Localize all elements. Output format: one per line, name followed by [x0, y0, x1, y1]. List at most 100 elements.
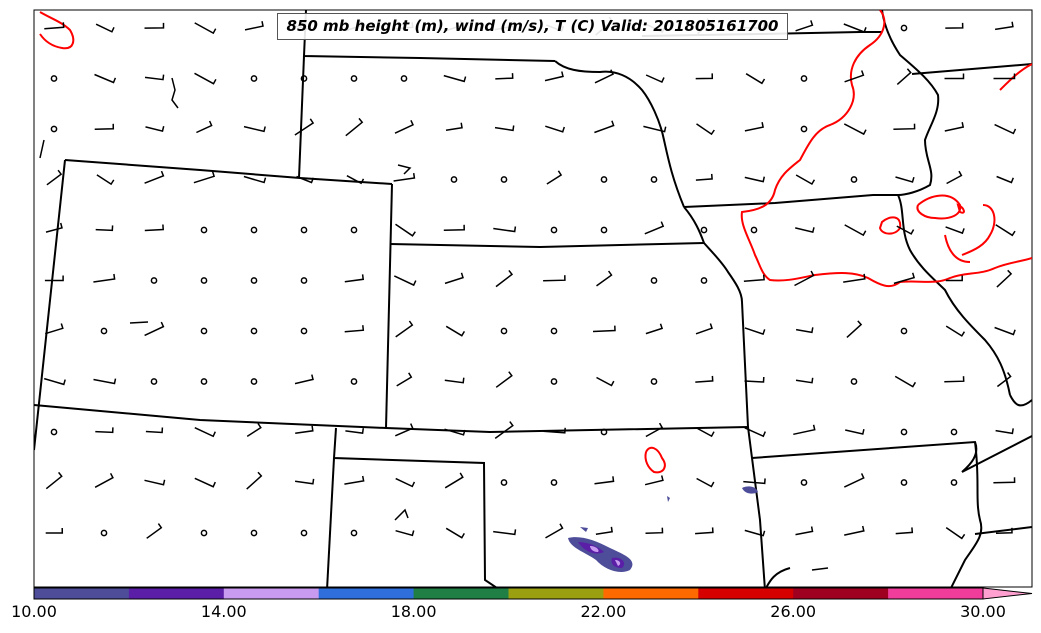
- colorbar-bin: [223, 588, 320, 599]
- wind-barb-icon: [844, 70, 865, 83]
- wind-barb-icon: [794, 270, 815, 287]
- wind-barb-icon: [895, 527, 914, 535]
- wind-barb-icon: [144, 224, 164, 232]
- colorbar-extend-arrow: [982, 587, 1033, 600]
- wind-barb-icon: [194, 72, 217, 85]
- wind-barb-icon: [744, 529, 766, 537]
- colorbar-tick-label: 30.00: [960, 602, 1006, 621]
- wind-barb-icon: [243, 175, 267, 184]
- wind-barb-icon: [993, 477, 1016, 484]
- wind-barb-icon: [443, 74, 467, 83]
- wind-barb-icon: [596, 270, 613, 287]
- calm-wind-circle-icon: [800, 479, 808, 486]
- calm-wind-circle-icon: [300, 75, 308, 82]
- wind-barb-icon: [696, 477, 715, 488]
- colorbar-bin: [698, 588, 794, 599]
- wind-barb-icon: [45, 527, 64, 534]
- wind-barb-icon: [495, 73, 514, 80]
- wind-barb-icon: [45, 471, 63, 490]
- wind-barb-icon: [795, 526, 814, 536]
- wind-barb-icon: [945, 526, 966, 540]
- calm-wind-circle-icon: [300, 529, 308, 537]
- wind-barb-icon: [946, 170, 963, 185]
- wind-barb-icon: [945, 226, 965, 235]
- wind-barb-icon: [395, 529, 415, 537]
- wind-barb-icon: [146, 523, 163, 539]
- calm-wind-circle-icon: [50, 125, 58, 133]
- calm-wind-circle-icon: [500, 327, 508, 335]
- wind-barb-icon: [144, 479, 166, 486]
- wind-barb-icon: [444, 377, 465, 384]
- wind-barb-icon: [843, 273, 866, 283]
- calm-wind-circle-icon: [200, 529, 208, 537]
- wind-barb-icon: [394, 423, 414, 437]
- colorbar-bin: [318, 588, 415, 599]
- wind-barb-icon: [445, 527, 465, 539]
- calm-wind-circle-icon: [350, 226, 358, 234]
- wind-barb-icon: [144, 22, 165, 29]
- wind-barb-icon: [294, 374, 314, 385]
- wind-barb-icon: [644, 221, 665, 235]
- wind-barb-icon: [744, 122, 764, 132]
- calm-wind-circle-icon: [300, 226, 308, 234]
- calm-wind-circle-icon: [550, 226, 558, 234]
- wind-barb-icon: [995, 224, 1016, 237]
- wind-barb-icon: [895, 176, 915, 183]
- calm-wind-circle-icon: [950, 479, 958, 486]
- wind-barb-icon: [145, 126, 165, 133]
- wind-barb-icon: [294, 118, 315, 136]
- calm-wind-circle-icon: [50, 75, 58, 82]
- wind-barb-icon: [346, 175, 365, 185]
- wind-barb-icon: [945, 325, 966, 337]
- temperature-contours: [39, 10, 1032, 474]
- wind-barb-icon: [46, 169, 63, 186]
- wind-barb-icon: [345, 117, 364, 137]
- calm-wind-circle-icon: [250, 529, 258, 537]
- wind-barbs: [43, 16, 1017, 540]
- calm-wind-circle-icon: [550, 479, 558, 486]
- wind-barb-icon: [44, 323, 64, 335]
- colorbar-tick-label: 10.00: [11, 602, 57, 621]
- wind-barb-icon: [645, 422, 664, 438]
- calm-wind-circle-icon: [800, 125, 808, 133]
- wind-barb-icon: [494, 421, 514, 440]
- wind-barb-icon: [145, 427, 164, 434]
- wind-barb-icon: [944, 73, 965, 80]
- wind-barb-icon: [45, 222, 63, 233]
- wind-barb-icon: [295, 425, 314, 434]
- wind-barb-icon: [795, 227, 815, 234]
- wind-barb-icon: [296, 175, 315, 184]
- wind-barb-icon: [695, 323, 713, 335]
- calm-wind-circle-icon: [350, 378, 358, 385]
- calm-wind-circle-icon: [600, 226, 608, 234]
- wind-barb-icon: [594, 120, 615, 134]
- wind-barb-icon: [894, 375, 917, 388]
- wind-barb-icon: [444, 428, 466, 436]
- wind-barb-icon: [793, 424, 816, 436]
- calm-wind-circle-icon: [900, 479, 908, 486]
- calm-wind-circle-icon: [250, 378, 258, 385]
- wind-barb-icon: [595, 526, 613, 535]
- wind-barb-icon: [494, 125, 515, 132]
- wind-barb-icon: [994, 326, 1016, 336]
- wind-barb-icon: [394, 119, 414, 134]
- wind-barb-icon: [144, 321, 165, 337]
- calm-wind-circle-icon: [900, 24, 908, 32]
- calm-wind-circle-icon: [200, 277, 208, 284]
- wind-barb-icon: [95, 225, 114, 232]
- wind-barb-icon: [445, 325, 466, 337]
- calm-wind-circle-icon: [350, 529, 358, 537]
- wind-barb-icon: [643, 125, 667, 133]
- calm-wind-circle-icon: [600, 176, 608, 183]
- wind-barb-icon: [94, 73, 117, 84]
- wind-barb-icon: [996, 269, 1013, 288]
- wind-barb-icon: [196, 120, 213, 134]
- colorbar-bin: [793, 588, 889, 599]
- calm-wind-circle-icon: [850, 176, 858, 183]
- colorbar-tick-label: 26.00: [770, 602, 817, 621]
- wind-barb-icon: [443, 224, 465, 231]
- wind-barb-icon: [594, 476, 615, 485]
- wind-barb-icon: [445, 122, 463, 132]
- colorbar-bin: [603, 588, 699, 599]
